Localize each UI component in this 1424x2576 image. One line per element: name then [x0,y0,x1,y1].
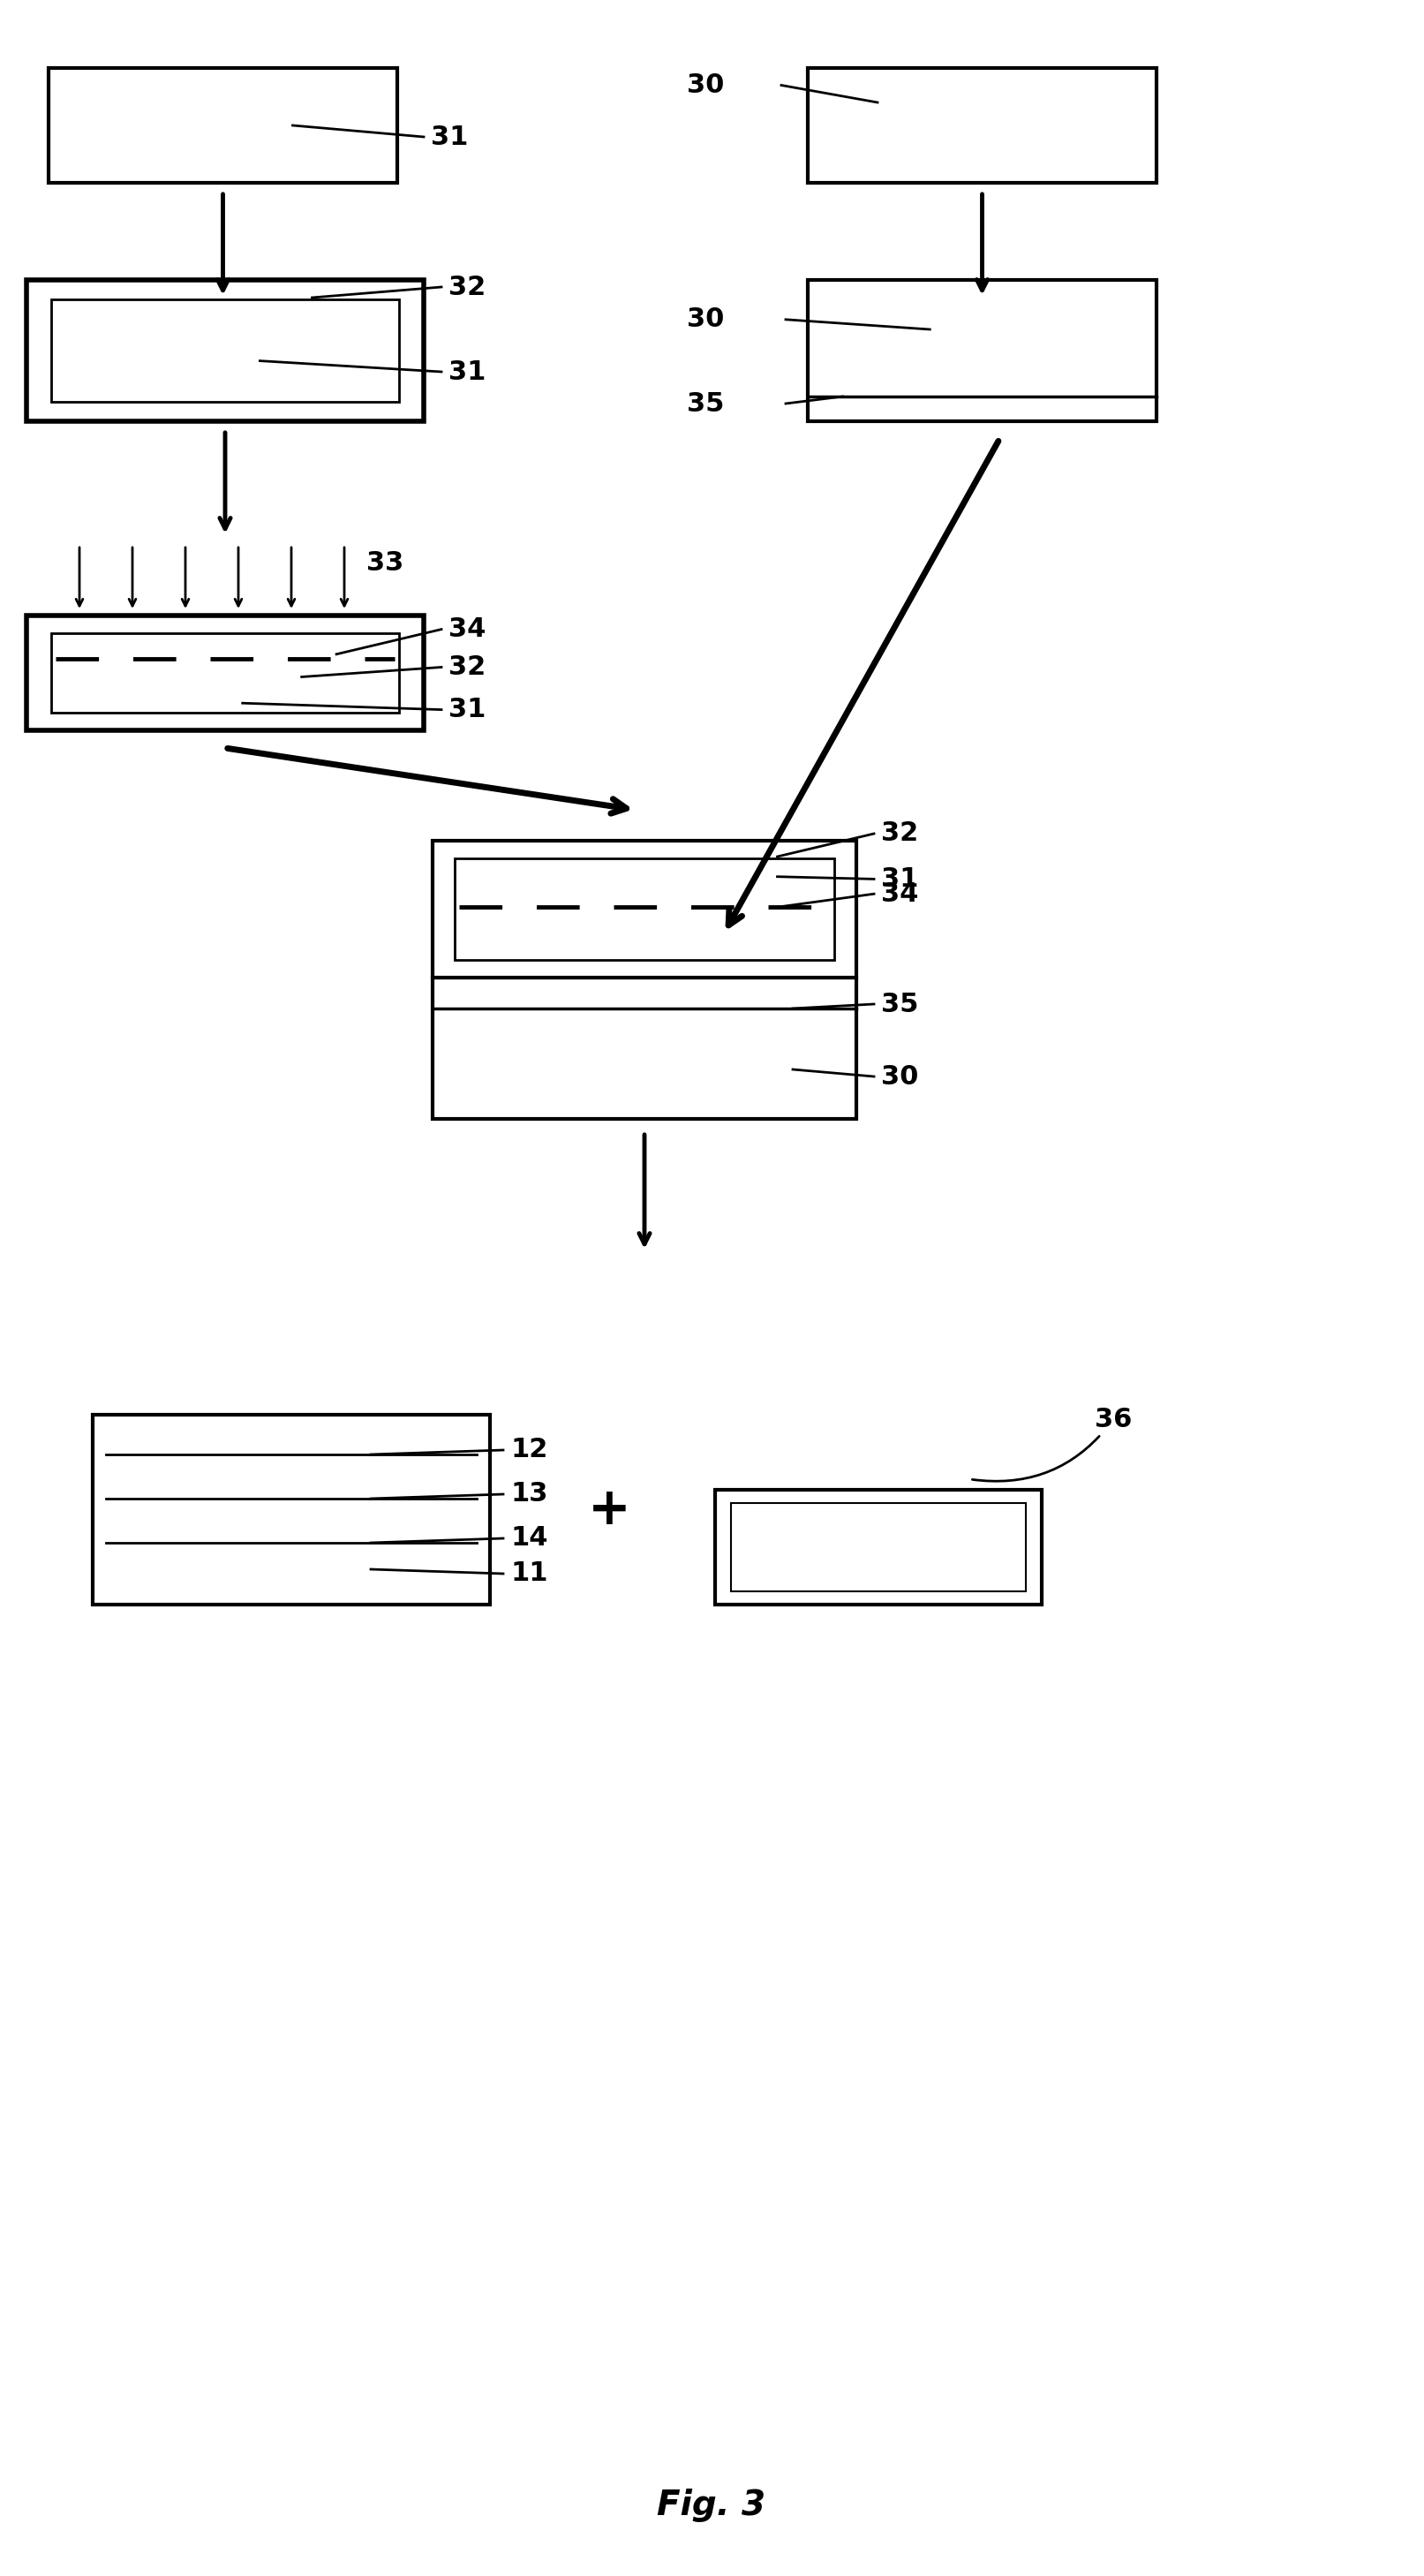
Text: 31: 31 [449,698,486,721]
Text: 31: 31 [881,866,918,891]
Bar [48,67,397,183]
Text: 30: 30 [881,1064,918,1090]
Bar [51,299,399,402]
Bar [433,840,856,976]
Text: 14: 14 [510,1525,548,1551]
Text: 11: 11 [510,1561,548,1587]
Text: 12: 12 [510,1437,548,1463]
Text: 34: 34 [881,881,918,907]
Text: 30: 30 [686,307,723,332]
Text: 31: 31 [449,358,486,384]
Text: 31: 31 [431,124,468,149]
Bar [807,67,1156,183]
Text: 33: 33 [366,549,403,574]
Bar [27,281,424,422]
Text: 13: 13 [510,1481,548,1507]
Bar [715,1489,1042,1605]
Text: 32: 32 [881,822,918,848]
Bar [731,1502,1025,1592]
Bar [51,634,399,714]
Text: 32: 32 [449,654,486,680]
Text: 36: 36 [973,1406,1132,1481]
Bar [454,858,834,961]
Bar [433,976,856,1118]
Text: +: + [588,1484,631,1535]
Text: Fig. 3: Fig. 3 [658,2488,766,2522]
Bar [807,281,1156,422]
Text: 34: 34 [449,616,486,641]
Text: 35: 35 [881,992,918,1018]
Text: 30: 30 [686,72,723,98]
Bar [93,1414,490,1605]
Text: 32: 32 [449,273,486,299]
Bar [27,616,424,732]
Text: 35: 35 [686,392,723,417]
